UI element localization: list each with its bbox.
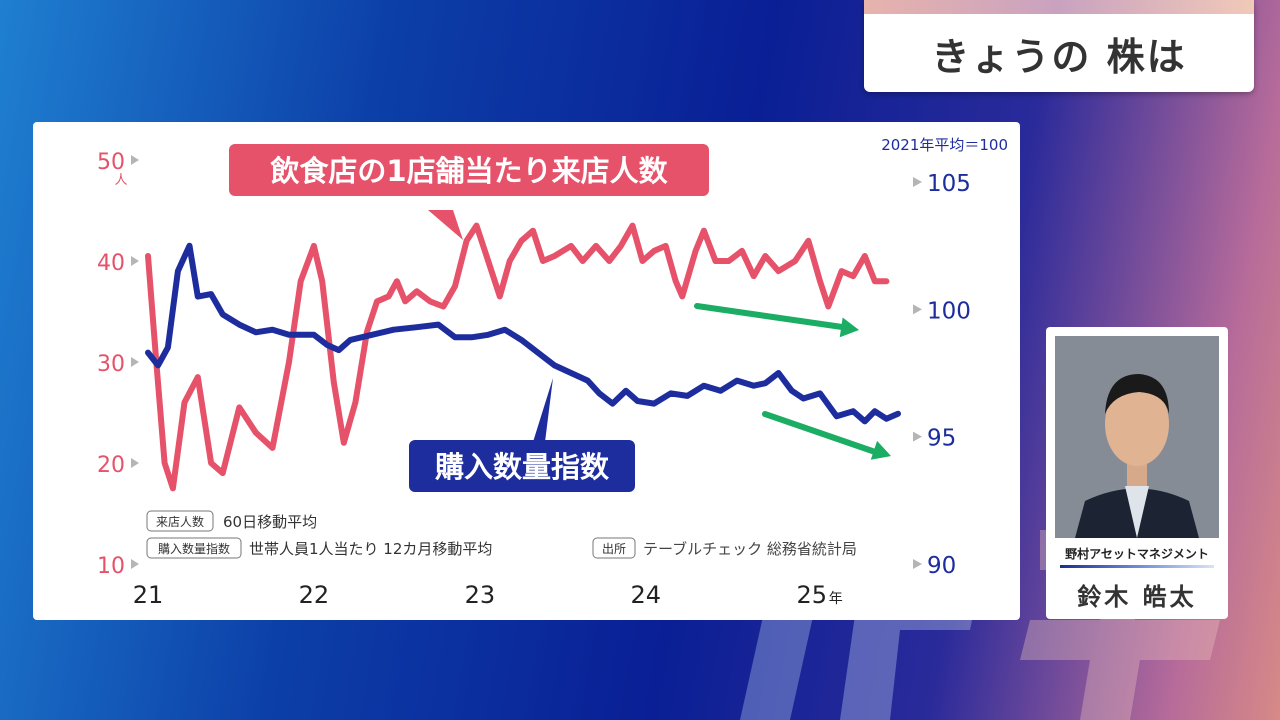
series-label-visitors: 飲食店の1店舗当たり来店人数 — [270, 154, 668, 188]
note-tag-source: 出所 — [602, 542, 626, 556]
right-tick-marker — [913, 559, 922, 569]
note-source: テーブルチェック 総務省統計局 — [643, 540, 857, 558]
chart-panel: 10 20 30 40 50 人 90 95 100 105 2021年平均＝100 21 22 23 24… — [33, 122, 1020, 620]
label-pointer-purchase — [533, 378, 553, 442]
left-tick-label: 20 — [97, 453, 125, 478]
note-tag-purchase: 購入数量指数 — [158, 541, 230, 556]
note-tag-purchase-box — [146, 537, 242, 559]
right-tick-label: 100 — [927, 298, 971, 324]
left-tick-label: 50 — [97, 150, 125, 175]
left-tick-label: 40 — [97, 251, 125, 276]
trend-arrow-icon-head — [839, 317, 859, 338]
series-line-visitors — [145, 222, 890, 492]
x-tick-label: 22 — [299, 581, 330, 609]
commentator-card: 野村アセットマネジメント 鈴木 皓太 — [1046, 327, 1228, 619]
note-purchase: 世帯人員1人当たり 12カ月移動平均 — [249, 540, 492, 558]
right-tick-label: 95 — [927, 426, 956, 452]
x-tick-label: 23 — [465, 581, 496, 609]
right-tick-marker — [913, 177, 922, 187]
person-org: 野村アセットマネジメント — [1065, 547, 1209, 561]
left-axis-unit: 人 — [114, 173, 127, 188]
note-visitors: 60日移動平均 — [223, 513, 317, 531]
right-axis-note: 2021年平均＝100 — [881, 136, 1008, 154]
series-label-purchase: 購入数量指数 — [435, 450, 610, 484]
trend-arrow-icon-head — [870, 440, 891, 460]
left-tick-marker — [131, 458, 139, 468]
trend-arrow-icon — [762, 411, 884, 457]
left-tick-marker — [131, 357, 139, 367]
note-tag-source-box — [592, 537, 636, 559]
x-tick-label: 21 — [133, 581, 164, 609]
x-tick-label: 24 — [631, 581, 662, 609]
right-tick-label: 90 — [927, 553, 956, 579]
org-underline — [1060, 565, 1214, 568]
note-tag-visitors: 来店人数 — [156, 514, 204, 529]
x-tick-label: 25 — [796, 581, 827, 609]
title-accent-strip — [864, 0, 1254, 14]
person-photo — [1055, 336, 1219, 538]
line-chart: 10 20 30 40 50人 90 95 100 105 2021年平均＝100 21 22 23 24… — [97, 136, 1008, 609]
left-tick-marker — [131, 155, 139, 165]
left-tick-label: 30 — [97, 352, 125, 377]
left-tick-marker — [131, 256, 139, 266]
right-tick-marker — [913, 304, 922, 315]
note-tag-visitors-box — [146, 510, 214, 532]
person-name: 鈴木 皓太 — [1077, 583, 1197, 611]
right-tick-marker — [913, 431, 922, 442]
title-box: きょうの 株は — [864, 0, 1254, 92]
label-box-purchase — [409, 440, 635, 492]
left-tick-label: 10 — [97, 554, 125, 579]
series-line-purchase-index — [145, 242, 901, 425]
page-title: きょうの 株は — [931, 35, 1187, 79]
x-axis-unit: 年 — [829, 591, 843, 607]
trend-arrow-icon — [694, 303, 852, 331]
label-box-visitors — [229, 144, 709, 196]
right-tick-label: 105 — [927, 171, 971, 197]
left-tick-marker — [131, 559, 139, 569]
label-pointer-visitors — [393, 210, 463, 240]
